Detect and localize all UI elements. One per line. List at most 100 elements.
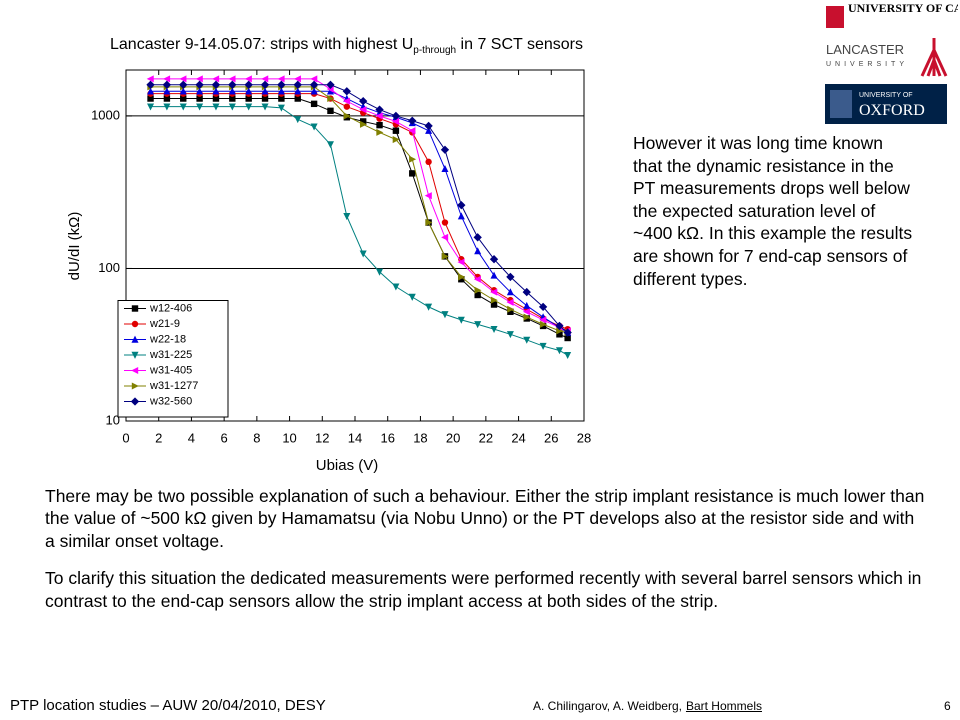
marker	[539, 316, 547, 324]
marker	[326, 80, 335, 89]
y-tick-label: 100	[98, 260, 120, 275]
paragraph: There may be two possible explanation of…	[45, 486, 925, 551]
title-subscript: p-through	[413, 45, 456, 56]
marker	[131, 320, 139, 328]
marker	[327, 95, 335, 103]
body-text: There may be two possible explanation of…	[45, 485, 925, 627]
marker	[490, 271, 498, 279]
marker	[489, 255, 499, 264]
marker	[490, 301, 498, 308]
series-line	[150, 86, 568, 334]
marker	[309, 80, 319, 89]
marker	[539, 342, 547, 350]
marker	[228, 80, 237, 89]
marker	[294, 95, 301, 102]
marker	[179, 75, 187, 83]
marker	[425, 303, 433, 311]
marker	[408, 293, 416, 301]
marker	[391, 111, 401, 121]
marker	[507, 308, 514, 315]
x-tick-label: 14	[348, 430, 362, 445]
marker	[212, 103, 220, 111]
marker	[359, 96, 368, 106]
marker	[343, 103, 351, 110]
series-line	[150, 78, 568, 332]
x-tick-label: 8	[253, 430, 260, 445]
x-tick-label: 6	[221, 430, 228, 445]
marker	[523, 336, 531, 344]
marker	[326, 141, 334, 149]
x-tick-label: 20	[446, 430, 460, 445]
marker	[375, 105, 384, 114]
marker	[179, 80, 188, 89]
marker	[293, 75, 301, 83]
marker	[375, 112, 383, 120]
footer-authors: A. Chilingarov, A. Weidberg, Bart Hommels	[533, 699, 762, 713]
marker	[327, 107, 334, 115]
cambridge-crest	[826, 6, 844, 28]
marker	[538, 302, 548, 312]
legend-label: w31-225	[149, 349, 192, 361]
marker	[425, 219, 433, 227]
marker	[392, 117, 400, 125]
marker	[392, 127, 400, 134]
side-text: However it was long time known that the …	[633, 133, 913, 289]
marker	[392, 283, 400, 291]
marker	[228, 87, 236, 95]
marker	[261, 95, 269, 102]
marker	[228, 75, 236, 83]
marker	[425, 126, 433, 134]
marker	[425, 158, 432, 166]
marker	[212, 95, 220, 102]
x-axis-label: Ubias (V)	[316, 457, 379, 474]
marker	[261, 87, 269, 95]
lancaster-sub: UNIVERSITY	[826, 61, 908, 68]
marker	[376, 128, 384, 136]
marker	[245, 103, 253, 111]
marker	[506, 331, 514, 339]
marker	[245, 95, 252, 102]
chart: Lancaster 9-14.05.07: strips with highes…	[66, 36, 591, 474]
marker	[474, 247, 482, 255]
marker	[326, 87, 334, 95]
marker	[131, 335, 139, 343]
y-tick-label: 1000	[91, 107, 120, 122]
marker	[474, 321, 482, 329]
marker	[343, 112, 351, 120]
authors: A. Chilingarov, A. Weidberg,	[533, 699, 682, 713]
marker	[408, 127, 416, 135]
marker	[245, 87, 253, 95]
legend-label: w31-405	[149, 364, 192, 376]
title-suffix: in 7 SCT sensors	[456, 36, 583, 53]
marker	[195, 75, 203, 83]
marker	[244, 75, 252, 83]
marker	[310, 75, 318, 83]
marker	[392, 136, 400, 144]
marker	[523, 313, 531, 321]
marker	[162, 80, 172, 89]
marker	[211, 80, 221, 89]
marker	[424, 192, 432, 200]
marker	[440, 145, 450, 154]
marker	[244, 80, 253, 89]
cambridge-name: UNIVERSITY OF CAMBRIDGE	[848, 2, 958, 15]
marker	[424, 121, 433, 131]
marker	[163, 87, 171, 95]
marker	[359, 106, 367, 114]
marker	[490, 325, 498, 334]
marker	[523, 301, 531, 309]
marker	[441, 252, 449, 260]
y-tick-label: 10	[106, 412, 120, 427]
marker	[539, 320, 547, 328]
paragraph: To clarify this situation the dedicated …	[45, 568, 922, 611]
series-line	[150, 93, 568, 330]
marker	[474, 291, 481, 299]
legend: w12-406 w21-9 w22-18 w31-225 w31-405 w31-1277…	[117, 300, 229, 418]
marker	[441, 164, 449, 173]
marker	[147, 95, 154, 102]
marker	[522, 308, 530, 316]
marker	[196, 103, 204, 111]
marker	[458, 276, 465, 283]
marker	[196, 95, 203, 102]
x-tick-label: 18	[413, 430, 427, 445]
